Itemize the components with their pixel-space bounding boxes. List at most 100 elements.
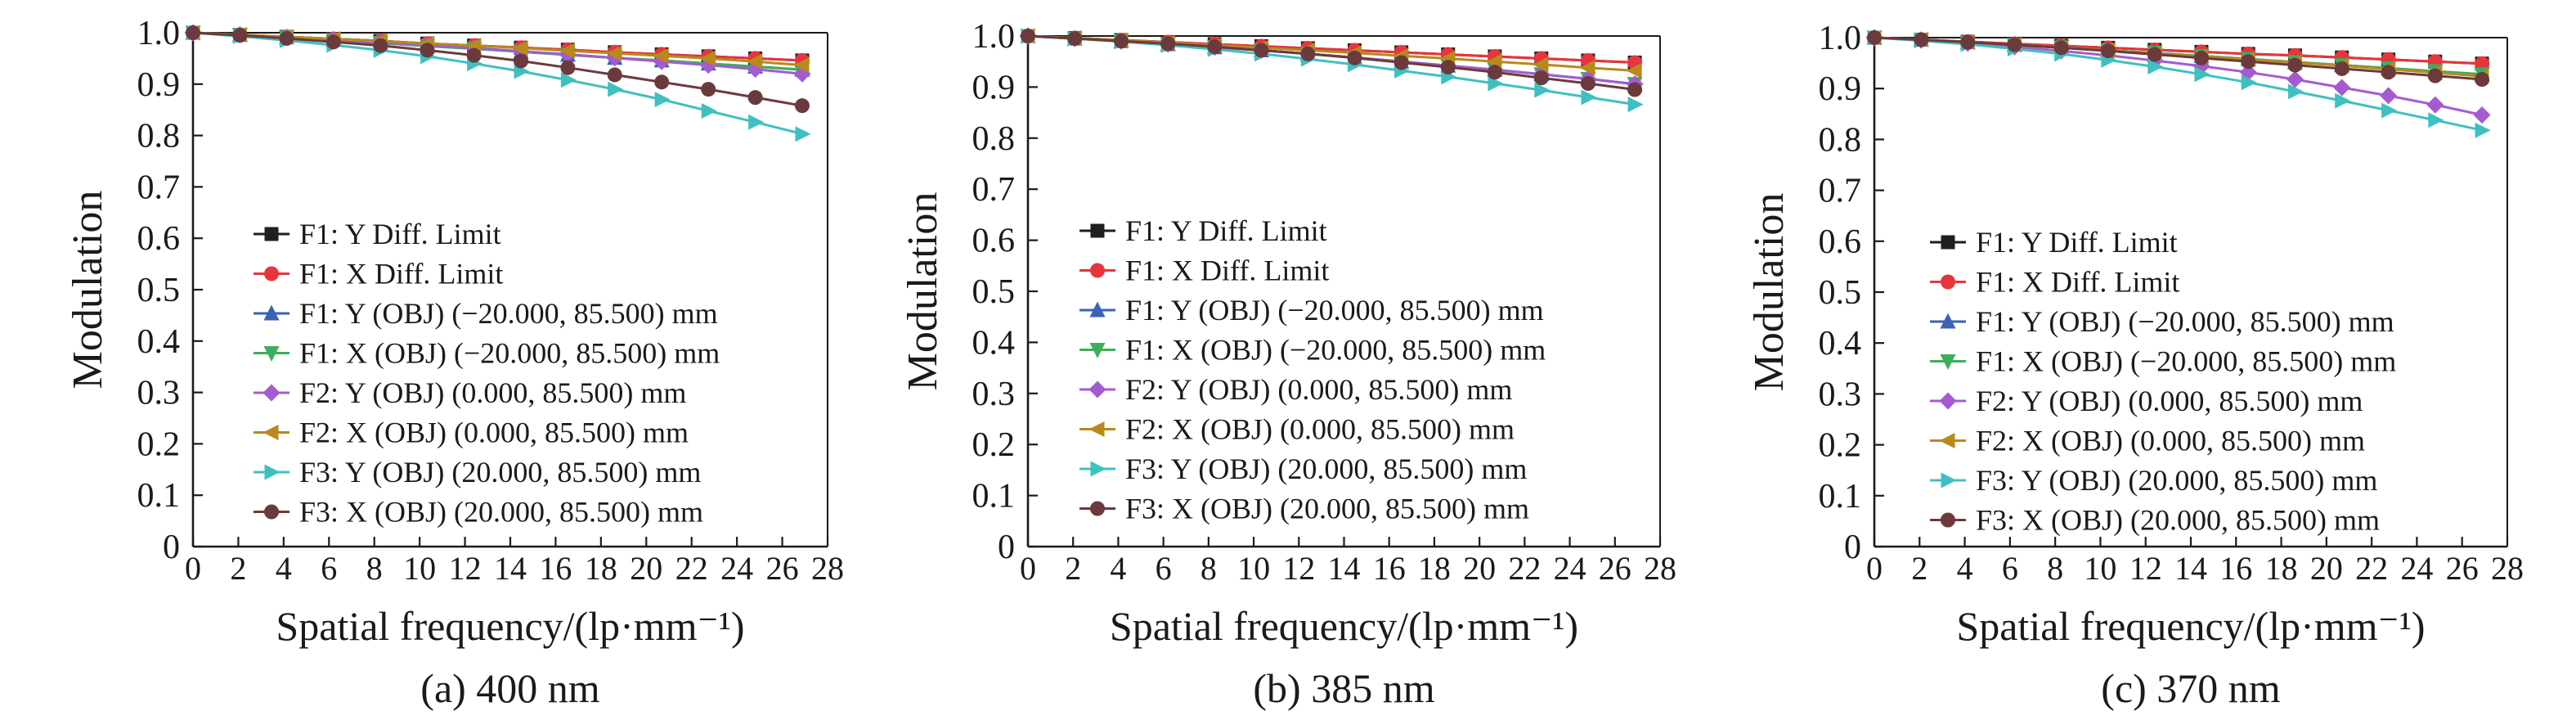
- data-point: [701, 82, 716, 97]
- x-tick-label: 4: [1957, 550, 1973, 587]
- legend-label: F2: Y (OBJ) (0.000, 85.500) mm: [1125, 373, 1512, 406]
- data-point: [1487, 65, 1502, 80]
- legend-label: F1: Y (OBJ) (−20.000, 85.500) mm: [1976, 305, 2394, 338]
- legend-label: F3: X (OBJ) (20.000, 85.500) mm: [1976, 504, 2380, 537]
- legend-marker: [263, 384, 280, 402]
- x-tick-label: 2: [1911, 550, 1928, 587]
- legend-label: F1: Y Diff. Limit: [1976, 226, 2178, 259]
- y-tick-label: 0.1: [1819, 478, 1862, 516]
- legend-label: F2: X (OBJ) (0.000, 85.500) mm: [299, 417, 689, 449]
- data-point: [1533, 70, 1549, 86]
- series-7: [1021, 29, 1643, 97]
- data-point: [514, 53, 529, 69]
- chart-panel-2: 0 2 4 6 8 10 12 14 16 18 20 22 24 26 2800.10.20.30.40.…: [1746, 20, 2524, 711]
- legend-label: F1: X Diff. Limit: [1976, 266, 2179, 299]
- y-tick-label: 0.3: [972, 376, 1016, 413]
- data-point: [1067, 31, 1083, 47]
- data-point: [420, 43, 435, 58]
- legend-marker: [1941, 512, 1955, 528]
- x-tick-label: 10: [1237, 550, 1270, 587]
- legend-marker: [1089, 301, 1106, 317]
- x-tick-label: 0: [1020, 550, 1036, 587]
- data-point: [373, 38, 388, 53]
- data-point: [653, 47, 669, 64]
- x-tick-label: 26: [766, 550, 799, 587]
- data-point: [747, 53, 763, 70]
- data-point: [606, 45, 622, 61]
- data-point: [2286, 70, 2304, 88]
- x-tick-label: 12: [1282, 550, 1315, 587]
- x-tick-label: 14: [494, 550, 527, 587]
- legend-label: F3: Y (OBJ) (20.000, 85.500) mm: [1976, 464, 2377, 497]
- legend-marker: [1941, 274, 1955, 290]
- data-point: [2428, 112, 2444, 128]
- x-tick-label: 0: [1866, 550, 1883, 587]
- data-point: [794, 98, 810, 114]
- data-point: [559, 43, 575, 59]
- y-tick-label: 0: [998, 529, 1015, 566]
- data-point: [1626, 62, 1642, 79]
- data-point: [2287, 83, 2304, 100]
- data-point: [512, 40, 528, 56]
- data-point: [1627, 82, 1643, 97]
- data-point: [654, 92, 671, 108]
- x-tick-label: 14: [1328, 550, 1361, 587]
- y-tick-label: 0.2: [137, 426, 181, 463]
- data-point: [793, 57, 810, 74]
- x-axis-label: Spatial frequency/(lp·mm⁻¹): [1956, 603, 2425, 649]
- legend-marker: [1090, 501, 1105, 516]
- legend-marker: [264, 504, 279, 520]
- data-point: [2241, 74, 2257, 91]
- y-tick-label: 0.5: [137, 272, 181, 309]
- y-tick-label: 0.7: [137, 169, 181, 206]
- x-tick-label: 8: [1200, 550, 1217, 587]
- data-point: [1300, 46, 1316, 61]
- legend: F1: Y Diff. Limit F1: X Diff. Limit F1: Y …: [254, 218, 720, 529]
- legend-label: F1: X Diff. Limit: [1125, 254, 1329, 287]
- x-tick-label: 2: [1065, 550, 1081, 587]
- legend-label: F2: Y (OBJ) (0.000, 85.500) mm: [1976, 385, 2363, 417]
- y-axis-label: Modulation: [1746, 193, 1793, 392]
- y-tick-label: 0.2: [972, 426, 1016, 464]
- x-tick-label: 14: [2174, 550, 2207, 587]
- data-point: [1580, 76, 1595, 92]
- x-tick-label: 16: [2219, 550, 2252, 587]
- y-tick-label: 0.6: [1819, 223, 1862, 261]
- chart-caption: (b) 385 nm: [1253, 665, 1434, 711]
- legend-marker: [1090, 263, 1105, 278]
- x-tick-label: 16: [539, 550, 572, 587]
- y-tick-label: 0.3: [137, 375, 181, 412]
- y-tick-label: 0.8: [137, 118, 181, 155]
- x-tick-label: 22: [1508, 550, 1541, 587]
- series-6: [1867, 29, 2491, 138]
- x-tick-label: 20: [1463, 550, 1496, 587]
- data-point: [2427, 68, 2443, 83]
- legend-marker: [1090, 461, 1106, 477]
- y-tick-label: 0.1: [137, 477, 181, 515]
- legend-label: F1: X (OBJ) (−20.000, 85.500) mm: [299, 337, 720, 370]
- legend-marker: [1940, 354, 1956, 370]
- x-tick-label: 28: [2491, 550, 2524, 587]
- x-tick-label: 16: [1373, 550, 1406, 587]
- y-tick-label: 1.0: [972, 18, 1016, 56]
- y-tick-label: 0.6: [137, 220, 181, 258]
- data-point: [1867, 30, 1882, 45]
- y-tick-label: 0.6: [972, 223, 1016, 260]
- data-point: [2380, 87, 2398, 105]
- series-7: [1867, 30, 2490, 88]
- y-tick-label: 1.0: [1819, 20, 1862, 57]
- y-tick-label: 0.5: [1819, 274, 1862, 312]
- legend-label: F3: X (OBJ) (20.000, 85.500) mm: [1125, 493, 1529, 525]
- data-point: [2193, 50, 2209, 65]
- data-point: [2381, 65, 2396, 80]
- legend-marker: [1939, 392, 1957, 410]
- legend-marker: [263, 425, 279, 440]
- x-tick-label: 24: [2400, 550, 2433, 587]
- x-tick-label: 18: [1418, 550, 1451, 587]
- chart-caption: (a) 400 nm: [420, 665, 599, 711]
- y-tick-label: 0.1: [972, 478, 1016, 516]
- x-tick-label: 6: [2002, 550, 2018, 587]
- data-point: [279, 30, 294, 46]
- x-tick-label: 4: [276, 550, 292, 587]
